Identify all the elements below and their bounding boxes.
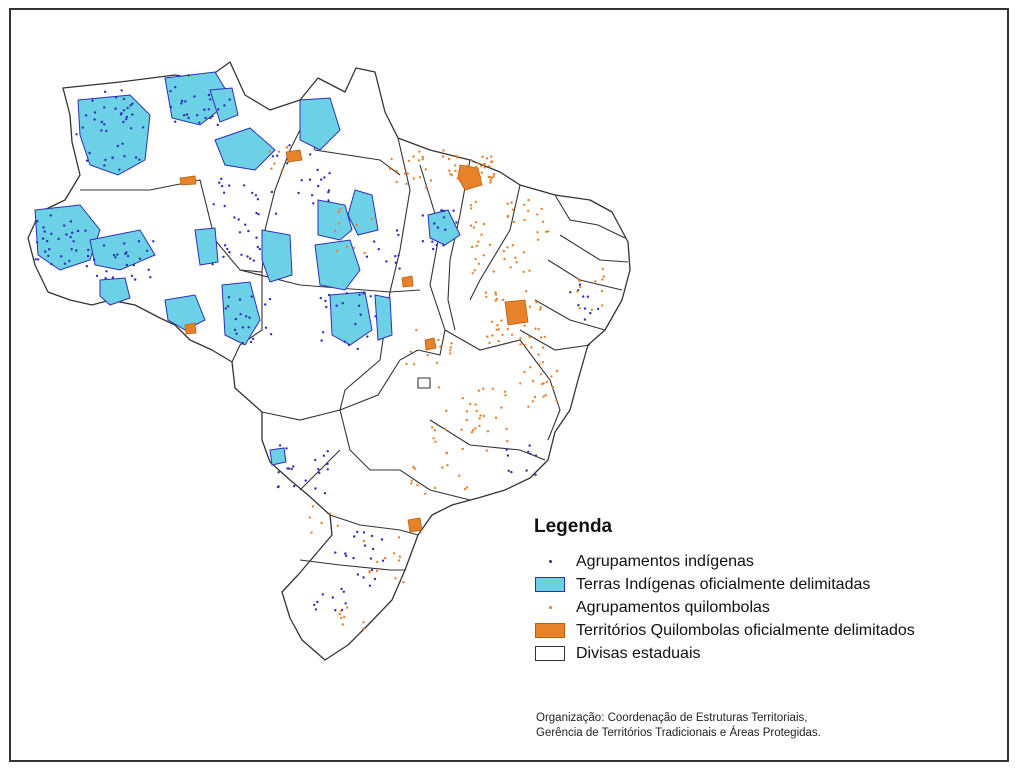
legend-label: Territórios Quilombolas oficialmente del… (576, 621, 915, 639)
legend-white-box-icon (534, 646, 566, 662)
legend-orange-box-icon (534, 623, 566, 639)
credits-line-1: Organização: Coordenação de Estruturas T… (536, 712, 808, 724)
legend-item-quilombola-territories: Territórios Quilombolas oficialmente del… (534, 619, 1004, 642)
quilombola-dots (268, 146, 606, 630)
indigenous-dots (34, 74, 600, 612)
indigenous-lands (34, 71, 461, 466)
legend-item-quilombola-groups: Agrupamentos quilombolas (534, 596, 1004, 619)
legend-item-state-borders: Divisas estaduais (534, 642, 1004, 665)
legend-label: Agrupamentos indígenas (576, 552, 754, 570)
map-frame (9, 8, 1009, 762)
quilombola-territories (179, 149, 529, 533)
legend-dot-orange-icon (534, 600, 566, 616)
brazil-outline (27, 61, 631, 661)
legend-dot-blue-icon (534, 554, 566, 570)
legend-item-indigenous-lands: Terras Indígenas oficialmente delimitada… (534, 573, 1004, 596)
legend-label: Terras Indígenas oficialmente delimitada… (576, 575, 871, 593)
legend: Legenda Agrupamentos indígenas Terras In… (534, 516, 1004, 665)
credits-line-2: Gerência de Territórios Tradicionais e Á… (536, 727, 821, 739)
credits: Organização: Coordenação de Estruturas T… (536, 711, 821, 741)
legend-label: Divisas estaduais (576, 644, 701, 662)
legend-cyan-box-icon (534, 577, 566, 593)
legend-title: Legenda (534, 516, 613, 537)
legend-item-indigenous-groups: Agrupamentos indígenas (534, 550, 1004, 573)
legend-label: Agrupamentos quilombolas (576, 598, 770, 616)
